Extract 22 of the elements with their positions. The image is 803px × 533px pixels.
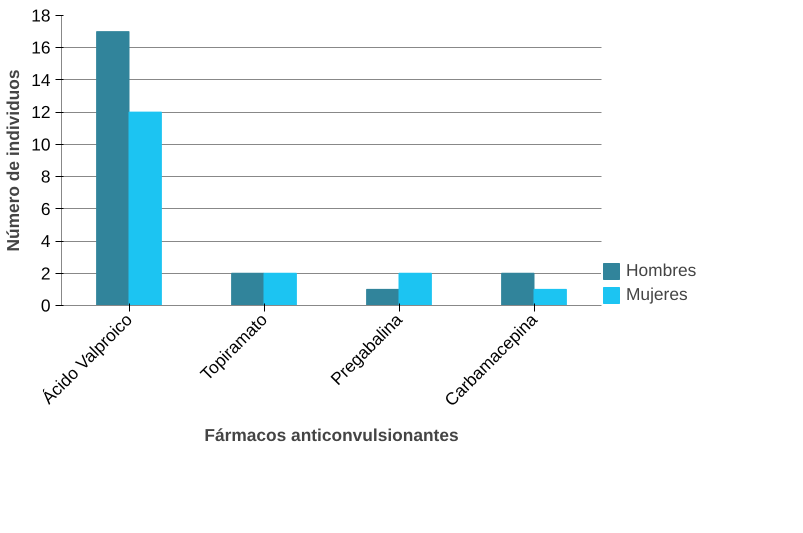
bar	[96, 31, 130, 306]
y-axis-title: Número de individuos	[3, 70, 24, 252]
y-tick-label: 0	[40, 296, 51, 316]
y-tick-label: 8	[40, 166, 51, 187]
bar	[501, 272, 534, 306]
y-tick-label: 16	[31, 38, 51, 58]
y-tick-label: 12	[31, 102, 51, 122]
y-tick-label: 18	[31, 6, 51, 26]
y-tick-label: 4	[40, 231, 51, 252]
y-tick-label: 2	[40, 263, 51, 284]
y-tick-label: 10	[31, 134, 51, 154]
y-tick-label: 14	[31, 70, 51, 90]
bar	[128, 112, 162, 306]
legend-label: Hombres	[626, 260, 696, 281]
legend-label: Mujeres	[626, 284, 688, 305]
bar	[366, 288, 400, 306]
bar	[264, 272, 297, 306]
bar	[398, 272, 432, 306]
y-tick-label: 6	[40, 198, 51, 219]
bar	[231, 272, 264, 306]
bar	[534, 288, 567, 306]
x-axis-title: Fármacos anticonvulsionantes	[204, 425, 459, 446]
